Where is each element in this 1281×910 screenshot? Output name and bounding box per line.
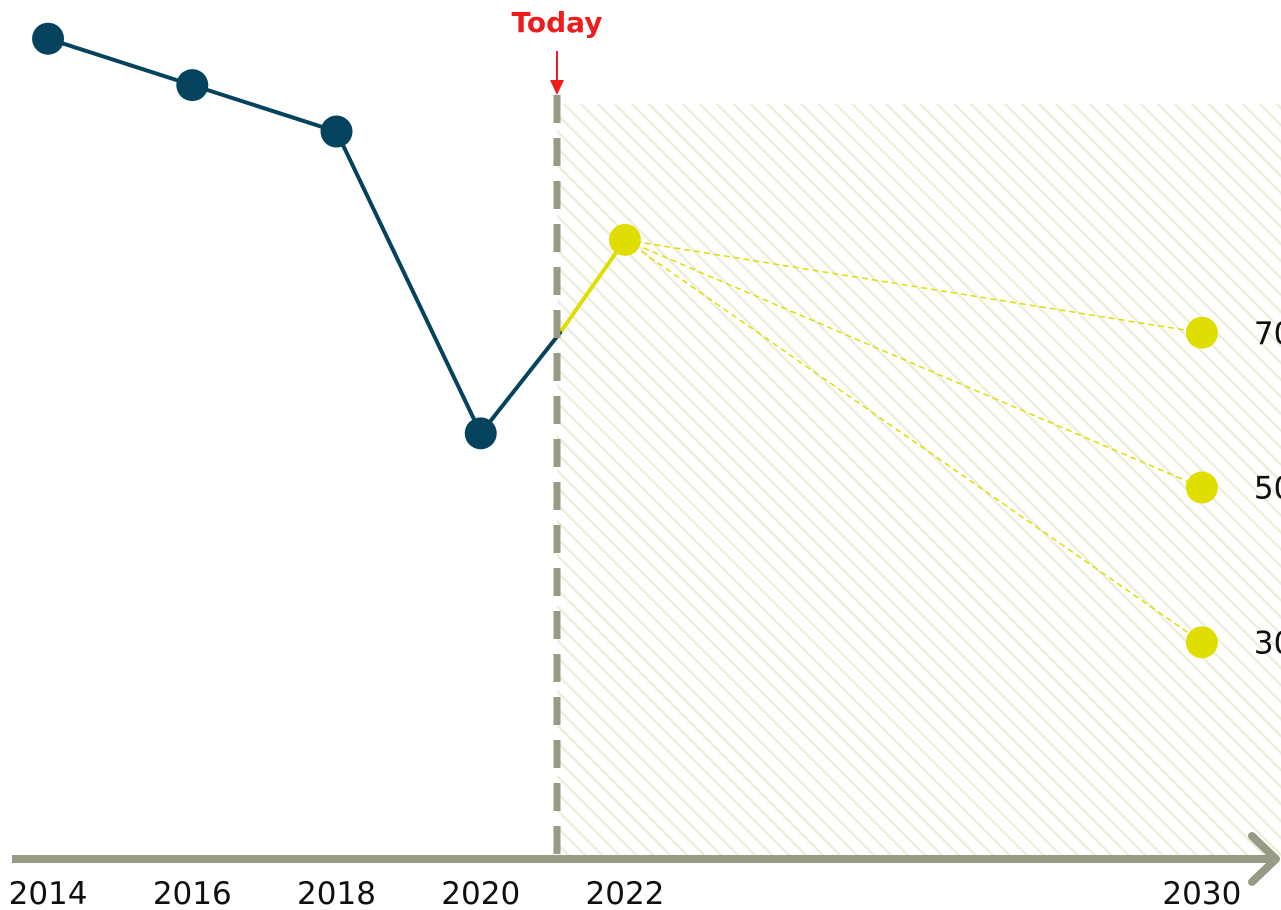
x-axis-arrow-icon [1248, 832, 1280, 886]
historical-point-2014 [32, 22, 65, 55]
scenario-label-70-30: 70/30 [1254, 316, 1281, 352]
scenario-dashed-line-30-70 [624, 239, 1203, 643]
forecast-dashed-lines [624, 239, 1203, 643]
scenario-labels: 70/30 50/50 30/70 [1254, 316, 1281, 662]
historical-points [32, 22, 497, 450]
historical-series-line [46, 36, 563, 436]
forecast-region-hatch [557, 104, 1281, 858]
scenario-dashed-line-70-30 [624, 239, 1203, 334]
historical-point-2020 [464, 417, 497, 450]
x-tick-label-2020: 2020 [441, 876, 520, 910]
scenario-point-30-70 [1185, 626, 1218, 659]
today-arrow-head [550, 80, 564, 95]
historical-line [46, 36, 563, 436]
x-axis-tick-labels: 2014 2016 2018 2020 2022 2030 [9, 876, 1242, 910]
x-tick-label-2018: 2018 [297, 876, 376, 910]
scenario-point-70-30 [1185, 316, 1218, 349]
scenario-point-50-50 [1185, 471, 1218, 504]
today-label: Today [512, 6, 603, 39]
historical-point-2018 [320, 115, 353, 148]
x-tick-label-2030: 2030 [1162, 876, 1241, 910]
forecast-points [608, 223, 1218, 659]
scenario-dashed-line-50-50 [624, 239, 1203, 489]
historical-point-2016 [176, 69, 209, 102]
x-tick-label-2016: 2016 [153, 876, 232, 910]
x-tick-label-2022: 2022 [586, 876, 665, 910]
forecast-point-2022 [608, 223, 641, 256]
scenario-label-50-50: 50/50 [1254, 471, 1281, 507]
x-tick-label-2014: 2014 [9, 876, 88, 910]
forecast-bridge-segment [558, 237, 627, 335]
forecast-bridge-line [558, 237, 627, 335]
scenario-label-30-70: 30/70 [1254, 625, 1281, 661]
